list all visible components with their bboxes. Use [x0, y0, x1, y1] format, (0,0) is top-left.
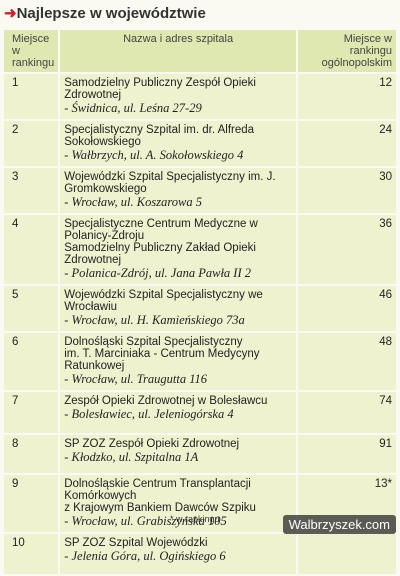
national-rank-cell: 12: [296, 72, 398, 121]
hospital-name: im. T. Marciniaka - Centrum Medycyny Rat…: [64, 348, 260, 372]
hospital-address: - Jelenia Góra, ul. Ogińskiego 6: [64, 549, 226, 563]
place-cell: 9: [1, 473, 61, 534]
table-row: 10 SP ZOZ Szpital Wojewódzki - Jelenia Gór…: [1, 532, 398, 576]
hospital-cell: Wojewódzki Szpital Specjalistyczny im. J…: [58, 166, 298, 215]
table-row: 5 Wojewódzki Szpital Specjalistyczny we W…: [1, 284, 398, 333]
hospital-cell: Dolnośląski Szpital Specjalistyczny im. T…: [58, 331, 298, 392]
hospital-cell: Specjalistyczny Szpital im. dr. Alfreda …: [58, 119, 298, 168]
hospital-address: - Kłodzko, ul. Szpitalna 1A: [64, 450, 199, 464]
column-header: Miejsce w rankingu: [1, 28, 61, 74]
place-cell: 3: [1, 166, 61, 215]
column-header: Miejsce w rankingu ogólnopolskim: [296, 28, 398, 74]
hospital-name: SP ZOZ Zespół Opieki Zdrowotnej: [64, 438, 240, 450]
national-rank-cell: 74: [296, 390, 398, 435]
title-text: Najlepsze w województwie: [16, 5, 206, 22]
hospital-address: - Wrocław, ul. Traugutta 116: [64, 372, 208, 386]
watermark: Walbrzyszek.com: [282, 515, 396, 534]
table-row: 2 Specjalistyczny Szpital im. dr. Alfreda…: [1, 119, 398, 168]
hospital-address: - Świdnica, ul. Leśna 27-29: [64, 101, 202, 115]
hospital-name: Samodzielny Publiczny Zakład Opieki Zdro…: [64, 242, 256, 266]
hospital-address: - Wrocław, ul. Koszarowa 5: [64, 195, 202, 209]
national-rank-cell: 46: [296, 284, 398, 333]
national-rank-cell: [296, 532, 398, 576]
table-row: 9 Dolnośląskie Centrum Transplantacji Kom…: [1, 473, 398, 534]
title: ➜Najlepsze w województwie: [4, 5, 206, 22]
hospital-name: z Krajowym Bankiem Dawców Szpiku: [64, 502, 256, 514]
national-rank-cell: 36: [296, 213, 398, 286]
place-cell: 2: [1, 119, 61, 168]
header-row: Miejsce w rankingu Nazwa i adres szpital…: [1, 28, 398, 74]
column-header: Nazwa i adres szpitala: [58, 28, 298, 74]
hospital-name: Wojewódzki Szpital Specjalistyczny im. J…: [64, 171, 276, 195]
national-rank-cell: 24: [296, 119, 398, 168]
page: ➜Najlepsze w województwie Miejsce w rank…: [1, 5, 398, 576]
place-cell: 4: [1, 213, 61, 286]
hospital-name: Specjalistyczne Centrum Medyczne w Polan…: [64, 218, 258, 242]
hospital-cell: Dolnośląskie Centrum Transplantacji Komó…: [58, 473, 298, 534]
hospital-name: Dolnośląskie Centrum Transplantacji Komó…: [64, 478, 251, 502]
hospital-cell: SP ZOZ Szpital Wojewódzki - Jelenia Góra,…: [58, 532, 298, 576]
hospital-cell: Specjalistyczne Centrum Medyczne w Polan…: [58, 213, 298, 286]
table-row: 3 Wojewódzki Szpital Specjalistyczny im. …: [1, 166, 398, 215]
hospital-name: Specjalistyczny Szpital im. dr. Alfreda …: [64, 124, 255, 148]
table-row: 4 Specjalistyczne Centrum Medyczne w Pola…: [1, 213, 398, 286]
footnote: * w rankingu: [170, 514, 220, 524]
place-cell: 6: [1, 331, 61, 392]
hospital-name: Dolnośląski Szpital Specjalistyczny: [64, 336, 243, 348]
place-cell: 1: [1, 72, 61, 121]
hospital-cell: Samodzielny Publiczny Zespół Opieki Zdro…: [58, 72, 298, 121]
place-cell: 7: [1, 390, 61, 435]
hospital-name: Samodzielny Publiczny Zespół Opieki Zdro…: [64, 77, 256, 101]
national-rank-cell: 91: [296, 433, 398, 475]
place-cell: 5: [1, 284, 61, 333]
hospital-address: - Polanica-Zdrój, ul. Jana Pawła II 2: [64, 266, 251, 280]
national-rank-cell: 48: [296, 331, 398, 392]
ranking-table: Miejsce w rankingu Nazwa i adres szpital…: [1, 28, 398, 576]
hospital-name: SP ZOZ Szpital Wojewódzki: [64, 537, 208, 549]
hospital-address: - Wałbrzych, ul. A. Sokołowskiego 4: [64, 148, 244, 162]
hospital-address: - Wrocław, ul. H. Kamieńskiego 73a: [64, 313, 245, 327]
table-row: 6 Dolnośląski Szpital Specjalistyczny im. …: [1, 331, 398, 392]
hospital-cell: SP ZOZ Zespół Opieki Zdrowotnej - Kłodzko…: [58, 433, 298, 475]
hospital-name: Wojewódzki Szpital Specjalistyczny we Wr…: [64, 289, 263, 313]
hospital-name: Zespół Opieki Zdrowotnej w Bolesławcu: [64, 395, 268, 407]
national-rank-cell: 30: [296, 166, 398, 215]
hospital-address: - Bolesławiec, ul. Jeleniogórska 4: [64, 407, 234, 421]
hospital-address: - Wrocław, ul. Grabiszyńska 105: [64, 514, 227, 528]
table-row: 7 Zespół Opieki Zdrowotnej w Bolesławcu - …: [1, 390, 398, 435]
place-cell: 10: [1, 532, 61, 576]
table-row: 8 SP ZOZ Zespół Opieki Zdrowotnej - Kłodzk…: [1, 433, 398, 475]
hospital-cell: Wojewódzki Szpital Specjalistyczny we Wr…: [58, 284, 298, 333]
hospital-cell: Zespół Opieki Zdrowotnej w Bolesławcu - B…: [58, 390, 298, 435]
place-cell: 8: [1, 433, 61, 475]
table-row: 1 Samodzielny Publiczny Zespół Opieki Zdr…: [1, 72, 398, 121]
